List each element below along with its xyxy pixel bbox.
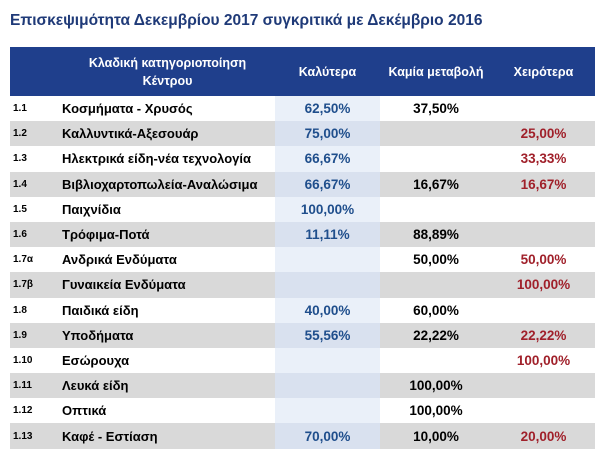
row-category: Γυναικεία Ενδύματα [60,272,275,298]
header-same: Καμία μεταβολή [380,47,492,96]
table-row: 1.3 Ηλεκτρικά είδη-νέα τεχνολογία 66,67% 33… [10,146,595,172]
table-row: 1.1 Κοσμήματα - Χρυσός 62,50% 37,50% [10,96,595,122]
cell-worse [492,373,595,399]
row-code: 1.8 [13,304,27,316]
cell-better: 66,67% [275,146,380,172]
cell-worse [492,221,595,248]
cell-better: 40,00% [275,297,380,323]
cell-same: 16,67% [380,171,492,197]
row-code: 1.3 [13,153,27,165]
row-category: Τρόφιμα-Ποτά [60,221,275,248]
row-category: Λευκά είδη [60,373,275,399]
cell-same: 60,00% [413,302,459,318]
table-row: 1.6 Τρόφιμα-Ποτά 11,11% 88,89% [10,221,595,248]
table-row: 1.12 Οπτικά 100,00% [10,398,595,424]
cell-same: 50,00% [413,252,459,268]
cell-worse: 100,00% [516,352,571,368]
cell-same: 88,89% [380,221,492,248]
cell-better: 66,67% [275,171,380,197]
cell-better: 11,11% [275,221,380,248]
table-row: 1.13 Καφέ - Εστίαση 70,00% 10,00% 20,00% [10,423,595,449]
table-row: 1.8 Παιδικά είδη 40,00% 60,00% [10,297,595,323]
row-category: Καλλυντικά-Αξεσουάρ [60,121,275,147]
cell-worse: 100,00% [492,272,595,298]
header-category: Κλαδική κατηγοριοποίηση Κέντρου [60,47,275,96]
row-code: 1.12 [13,405,33,417]
header-code [10,47,60,96]
cell-same: 22,22% [380,322,492,348]
cell-same [380,121,492,147]
row-category: Παιδικά είδη [62,302,139,318]
cell-worse: 22,22% [492,322,595,348]
cell-better: 100,00% [275,196,380,222]
cell-same: 100,00% [409,403,463,419]
row-code: 1.11 [10,373,60,399]
table-row: 1.4 Βιβλιοχαρτοπωλεία-Αναλώσιμα 66,67% 16,6… [10,171,595,197]
row-category: Υποδήματα [60,322,275,348]
cell-worse [492,197,595,222]
row-code: 1.9 [10,322,60,348]
cell-same [380,348,492,373]
header-worse: Χειρότερα [492,47,595,96]
cell-worse: 50,00% [520,252,567,268]
cell-same [380,272,492,298]
row-category: Παιχνίδια [62,201,121,217]
comparison-table: Κλαδική κατηγοριοποίηση Κέντρου Καλύτερα… [10,47,595,449]
cell-worse: 33,33% [520,151,567,167]
row-code: 1.7α [13,254,34,266]
cell-better [275,398,380,424]
table-row: 1.10 Εσώρουχα 100,00% [10,347,595,374]
cell-worse [492,298,595,323]
cell-better: 70,00% [275,423,380,449]
table-row: 1.7β Γυναικεία Ενδύματα 100,00% [10,272,595,298]
cell-worse [492,398,595,423]
row-category: Βιβλιοχαρτοπωλεία-Αναλώσιμα [60,171,275,197]
cell-same [380,146,492,171]
header-better: Καλύτερα [275,47,380,96]
cell-worse [492,96,595,121]
cell-worse: 16,67% [492,171,595,197]
cell-better: 75,00% [275,121,380,147]
cell-better [275,247,380,273]
cell-worse: 20,00% [492,423,595,449]
cell-better [275,272,380,298]
row-category: Οπτικά [62,403,107,419]
row-category: Κοσμήματα - Χρυσός [62,101,193,117]
cell-same [380,197,492,222]
cell-better [275,373,380,399]
cell-same: 10,00% [380,423,492,449]
row-code: 1.5 [13,203,27,215]
cell-same: 37,50% [413,101,459,117]
row-category: Ανδρικά Ενδύματα [62,252,177,268]
row-code: 1.2 [10,121,60,147]
table-row: 1.11 Λευκά είδη 100,00% [10,373,595,399]
table-row: 1.2 Καλλυντικά-Αξεσουάρ 75,00% 25,00% [10,121,595,147]
row-code: 1.1 [13,103,27,115]
table-row: 1.7α Ανδρικά Ενδύματα 50,00% 50,00% [10,247,595,273]
row-category: Καφέ - Εστίαση [60,423,275,449]
row-code: 1.10 [13,354,33,366]
row-code: 1.7β [10,272,60,298]
chart-title: Επισκεψιμότητα Δεκεμβρίου 2017 συγκριτικ… [10,12,483,29]
table-row: 1.9 Υποδήματα 55,56% 22,22% 22,22% [10,322,595,348]
cell-worse: 25,00% [492,121,595,147]
row-code: 1.6 [10,221,60,248]
row-category: Ηλεκτρικά είδη-νέα τεχνολογία [62,151,252,167]
row-category: Εσώρουχα [62,352,130,368]
cell-better: 62,50% [275,96,380,122]
cell-better: 55,56% [275,322,380,348]
cell-better [275,347,380,374]
cell-same: 100,00% [380,373,492,399]
row-code: 1.13 [10,423,60,449]
row-code: 1.4 [10,171,60,197]
table-row: 1.5 Παιχνίδια 100,00% [10,196,595,222]
table-header-row: Κλαδική κατηγοριοποίηση Κέντρου Καλύτερα… [10,47,595,96]
